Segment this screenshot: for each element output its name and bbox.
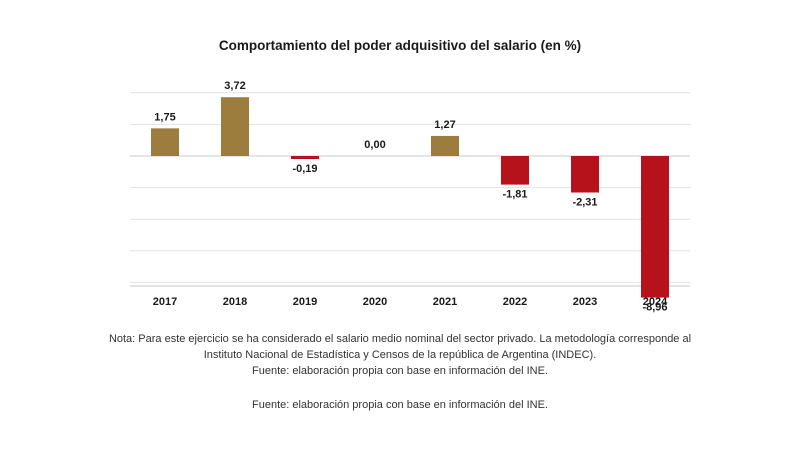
x-tick-2019: 2019 <box>293 296 317 308</box>
gridlines <box>130 92 690 287</box>
data-labels: 1,75 3,72 -0,19 0,00 1,27 -1,81 -2,31 -8,96 <box>154 80 667 313</box>
chart-note: Nota: Para este ejercicio se ha consider… <box>108 333 692 361</box>
bar-2017 <box>151 128 179 156</box>
bar-2023 <box>571 156 599 193</box>
bar-2024 <box>641 156 669 298</box>
bar-2021 <box>431 135 459 156</box>
bar-2022 <box>501 156 529 185</box>
x-tick-2024: 2024 <box>643 296 668 308</box>
bar-2019 <box>291 156 319 160</box>
x-tick-2020: 2020 <box>363 296 387 308</box>
x-tick-2017: 2017 <box>153 296 177 308</box>
x-tick-2021: 2021 <box>433 296 457 308</box>
data-label-2021: 1,27 <box>434 119 455 131</box>
bar-chart: 1,75 3,72 -0,19 0,00 1,27 -1,81 -2,31 -8,96 201… <box>130 80 690 314</box>
x-axis-tick-labels: 2017 2018 2019 2020 2021 2022 2023 2024 <box>153 296 668 308</box>
x-tick-2022: 2022 <box>503 296 527 308</box>
data-label-2023: -2,31 <box>572 196 597 208</box>
bar-2018 <box>221 97 249 156</box>
data-label-2024: -8,96 <box>642 302 667 314</box>
data-label-2018: 3,72 <box>224 80 245 92</box>
chart-source-repeat: Fuente: elaboración propia con base en i… <box>252 399 548 411</box>
chart-source: Fuente: elaboración propia con base en i… <box>252 365 548 377</box>
data-label-2022: -1,81 <box>502 189 527 201</box>
chart-title: Comportamiento del poder adquisitivo del… <box>218 38 582 53</box>
data-label-2017: 1,75 <box>154 111 175 123</box>
x-tick-2018: 2018 <box>223 296 247 308</box>
bars <box>151 97 669 298</box>
data-label-2019: -0,19 <box>292 163 317 175</box>
x-tick-2023: 2023 <box>573 296 597 308</box>
data-label-2020: 0,00 <box>364 139 385 151</box>
